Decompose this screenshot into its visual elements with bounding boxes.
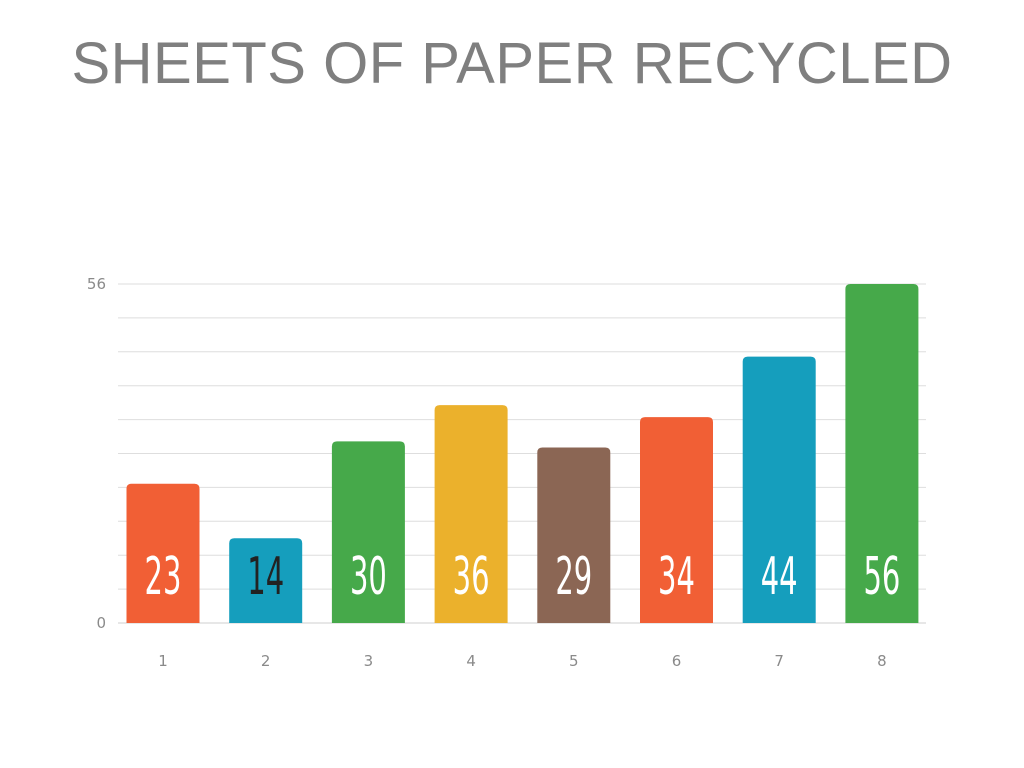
y-tick-label: 0 [96,614,106,632]
bar-value-label: 36 [453,547,490,607]
x-tick-label: 4 [466,652,476,670]
bar-6 [640,417,713,623]
bar-3 [331,441,405,623]
x-tick-label: 5 [569,652,579,670]
bar-value-label: 34 [658,547,695,607]
bar-value-label: 14 [247,547,284,607]
bar-value-label: 23 [145,547,182,607]
x-tick-label: 8 [877,652,887,670]
chart-title: SHEETS OF PAPER RECYCLED [71,31,953,96]
bar-5 [537,447,611,623]
bar-7 [742,356,816,623]
bars: 23 14 30 36 29 34 44 56 [126,284,919,623]
bar-value-label: 29 [555,547,592,607]
bar-1 [126,483,200,623]
y-tick-label: 56 [87,275,106,293]
x-tick-label: 1 [158,652,168,670]
bar-value-label: 56 [863,547,900,607]
x-tick-label: 7 [774,652,784,670]
x-axis: 1 2 3 4 5 6 7 8 [158,652,886,670]
bar-4 [434,405,508,623]
bar-value-label: 44 [761,547,798,607]
x-tick-label: 6 [672,652,682,670]
x-tick-label: 2 [261,652,271,670]
bar-value-label: 30 [350,547,387,607]
bar-8 [845,284,919,623]
x-tick-label: 3 [364,652,374,670]
y-axis: 0 56 [87,275,106,632]
bar-2 [229,538,303,623]
